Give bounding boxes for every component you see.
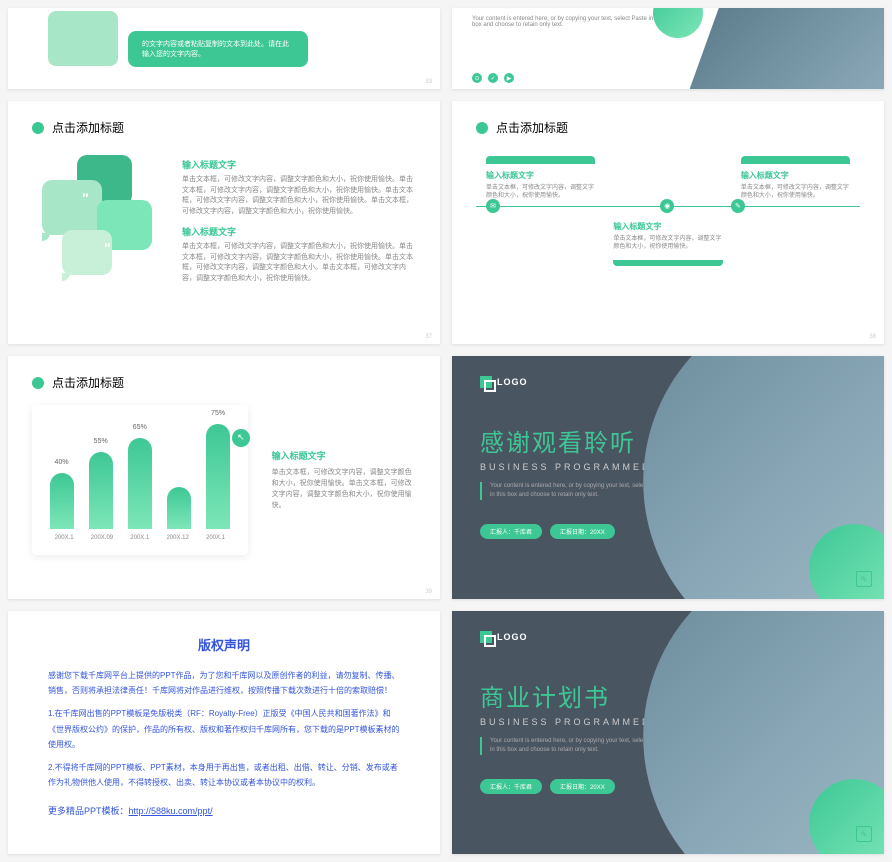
slide-title: 点击添加标题 xyxy=(52,374,124,391)
green-curve xyxy=(653,8,703,38)
timeline-item: 输入标题文字 单击文本框，可修改文字内容，调整文字颜色和大小，祝你使用愉快。 xyxy=(741,156,850,266)
slide-speech-bubbles: 点击添加标题 " " 输入标题文字 单击文本框，可修改文字内容，调整文字颜色和大… xyxy=(8,101,440,344)
bar: 65% xyxy=(128,438,152,529)
slide-bar-chart: 点击添加标题 40%55%65%75% 200X.1200X.09200X.12… xyxy=(8,356,440,599)
quote-icon: " xyxy=(104,240,111,256)
chart-body: 单击文本框，可修改文字内容，调整文字颜色和大小，祝你使用愉快。单击文本框，可修改… xyxy=(272,467,416,512)
item-body: 单击文本框，可修改文字内容，调整文字颜色和大小，祝你使用愉快。 xyxy=(741,184,850,201)
timeline: ✉ ◉ ✎ 输入标题文字 单击文本框，可修改文字内容，调整文字颜色和大小，祝你使… xyxy=(476,156,860,266)
intro-text: Your content is entered here, or by copy… xyxy=(472,16,668,28)
page-number: 38 xyxy=(869,334,876,340)
logo-icon xyxy=(480,631,492,643)
title-dot-icon xyxy=(32,377,44,389)
bar-value: 40% xyxy=(55,459,69,466)
bar-label: 200X.1 xyxy=(55,535,74,541)
logo-text: LOGO xyxy=(497,377,528,387)
page-number: 33 xyxy=(425,79,432,85)
slide-title-row: 点击添加标题 xyxy=(476,119,860,136)
section-heading-2: 输入标题文字 xyxy=(182,225,416,238)
slide-cover: LOGO 商业计划书 BUSINESS PROGRAMMED PLAN Your… xyxy=(452,611,884,854)
eye-icon: ⊙ xyxy=(472,73,482,83)
building-image xyxy=(690,8,884,89)
edit-icon: ✎ xyxy=(856,571,872,587)
page-number: 39 xyxy=(425,589,432,595)
logo-text: LOGO xyxy=(497,632,528,642)
speech-bubbles-graphic: " " xyxy=(32,150,162,280)
bar-value: 65% xyxy=(133,424,147,431)
page-number: 37 xyxy=(425,334,432,340)
bar-label: 200X.09 xyxy=(91,535,113,541)
bar xyxy=(167,487,191,529)
bar-label: 200X.1 xyxy=(130,535,149,541)
slide-1-partial: 的文字内容或者粘贴复制的文本到此处。请在此输入您的文字内容。 33 xyxy=(8,8,440,89)
slide-title: 点击添加标题 xyxy=(52,119,124,136)
slide-copyright: 版权声明 感谢您下载千库网平台上提供的PPT作品，为了您和千库网以及原创作者的利… xyxy=(8,611,440,854)
item-heading: 输入标题文字 xyxy=(741,170,850,181)
play-icon: ▶ xyxy=(504,73,514,83)
bar-label: 200X.12 xyxy=(166,535,188,541)
copyright-p1: 感谢您下载千库网平台上提供的PPT作品，为了您和千库网以及原创作者的利益，请勿复… xyxy=(48,668,400,698)
item-body: 单击文本框，可修改文字内容，调整文字颜色和大小，祝你使用愉快。 xyxy=(486,184,595,201)
section-heading-1: 输入标题文字 xyxy=(182,158,416,171)
bar: 75% xyxy=(206,424,230,529)
bar-chart: 40% 55% 65% 75% 200X.1 200X.09 200X.1 200X.12 2… xyxy=(32,405,248,555)
item-heading: 输入标题文字 xyxy=(613,221,722,232)
footer-link[interactable]: http://588ku.com/ppt/ xyxy=(129,806,213,816)
presenter-pill: 汇报人：千库君 xyxy=(480,779,542,794)
title-dot-icon xyxy=(32,122,44,134)
bar: 40% xyxy=(50,473,74,529)
description: Your content is entered here, or by copy… xyxy=(480,737,668,755)
bar-value: 55% xyxy=(94,438,108,445)
bar: 55% xyxy=(89,452,113,529)
chart-heading: 输入标题文字 xyxy=(272,449,416,462)
logo-icon xyxy=(480,376,492,388)
slide-title: 点击添加标题 xyxy=(496,119,568,136)
slide-thanks: LOGO 感谢观看聆听 BUSINESS PROGRAMMED PLAN You… xyxy=(452,356,884,599)
icon-row: ⊙ ✓ ▶ xyxy=(472,73,514,83)
title-dot-icon xyxy=(476,122,488,134)
green-speech-bubble: 的文字内容或者粘贴复制的文本到此处。请在此输入您的文字内容。 xyxy=(128,31,308,67)
date-pill: 汇报日期：20XX xyxy=(550,779,615,794)
cursor-icon: ↖ xyxy=(232,429,250,447)
footer-link-row: 更多精品PPT模板：http://588ku.com/ppt/ xyxy=(48,804,400,817)
timeline-item: 输入标题文字 单击文本框，可修改文字内容，调整文字颜色和大小，祝你使用愉快。 xyxy=(486,156,595,266)
section-body-2: 单击文本框，可修改文字内容，调整文字颜色和大小，祝你使用愉快。单击文本框，可修改… xyxy=(182,242,416,284)
item-body: 单击文本框，可修改文字内容，调整文字颜色和大小，祝你使用愉快。 xyxy=(613,235,722,252)
description: Your content is entered here, or by copy… xyxy=(480,482,668,500)
copyright-p3: 2.不得将千库网的PPT模板、PPT素材，本身用于再出售，或者出租、出借、转让、… xyxy=(48,760,400,790)
presenter-pill: 汇报人：千库君 xyxy=(480,524,542,539)
item-heading: 输入标题文字 xyxy=(486,170,595,181)
bubble-text: 的文字内容或者粘贴复制的文本到此处。请在此输入您的文字内容。 xyxy=(142,41,289,58)
section-body-1: 单击文本框，可修改文字内容，调整文字颜色和大小，祝你使用愉快。单击文本框，可修改… xyxy=(182,175,416,217)
copyright-p2: 1.在千库网出售的PPT模板是免版税类（RF：Royalty-Free）正版受《… xyxy=(48,706,400,752)
footer-label: 更多精品PPT模板： xyxy=(48,806,129,816)
bar-label: 200X.1 xyxy=(206,535,225,541)
slide-title-row: 点击添加标题 xyxy=(32,119,416,136)
timeline-item: 输入标题文字 单击文本框，可修改文字内容，调整文字颜色和大小，祝你使用愉快。 xyxy=(613,221,722,266)
quote-icon: " xyxy=(82,190,89,206)
date-pill: 汇报日期：20XX xyxy=(550,524,615,539)
bar-value: 75% xyxy=(211,410,225,417)
copyright-title: 版权声明 xyxy=(48,635,400,654)
check-icon: ✓ xyxy=(488,73,498,83)
slide-title-row: 点击添加标题 xyxy=(32,374,416,391)
slide-2-partial: Your content is entered here, or by copy… xyxy=(452,8,884,89)
edit-icon: ✎ xyxy=(856,826,872,842)
slide-timeline: 点击添加标题 ✉ ◉ ✎ 输入标题文字 单击文本框，可修改文字内容，调整文字颜色… xyxy=(452,101,884,344)
